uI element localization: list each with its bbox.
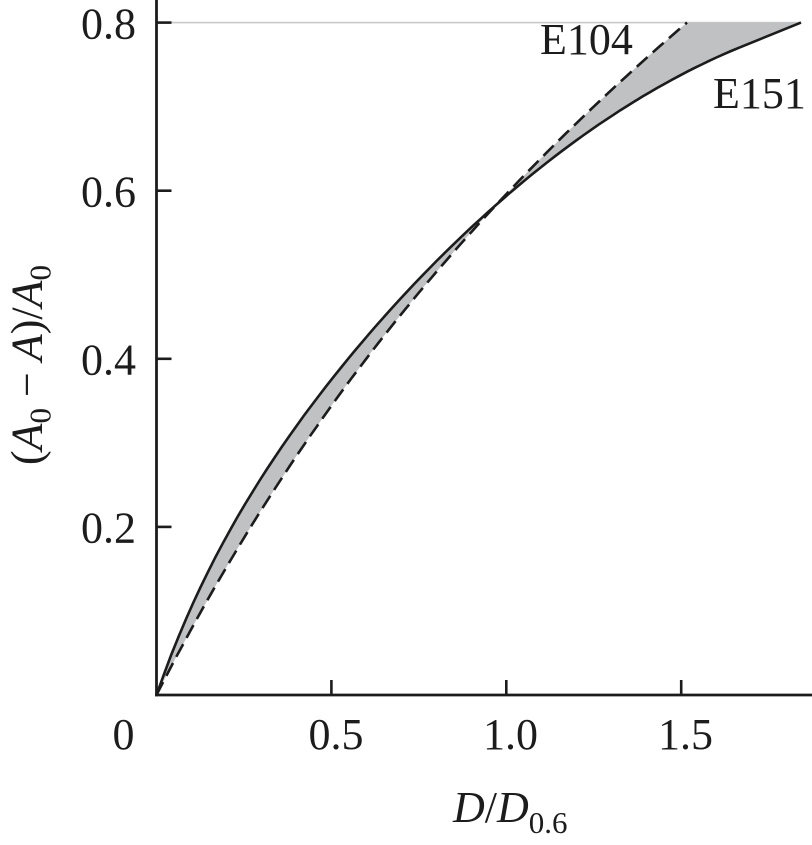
svg-text:(A0 − A)/A0: (A0 − A)/A0 — [3, 265, 58, 465]
svg-text:E104: E104 — [540, 15, 633, 64]
svg-text:E151: E151 — [713, 69, 806, 118]
svg-text:0.5: 0.5 — [309, 710, 364, 759]
svg-text:0.8: 0.8 — [81, 0, 136, 49]
svg-text:1.5: 1.5 — [658, 710, 713, 759]
svg-text:0.2: 0.2 — [81, 504, 136, 553]
svg-text:0.4: 0.4 — [81, 336, 136, 385]
svg-text:1.0: 1.0 — [483, 710, 538, 759]
svg-text:0: 0 — [113, 710, 135, 759]
svg-text:0.6: 0.6 — [81, 168, 136, 217]
svg-text:D/D0.6: D/D0.6 — [452, 783, 568, 840]
